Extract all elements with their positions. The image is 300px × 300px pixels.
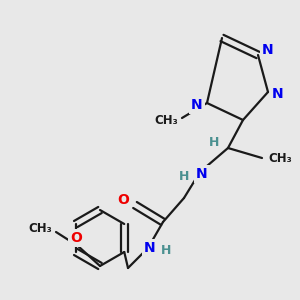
Text: O: O [117, 193, 129, 207]
Text: N: N [262, 43, 274, 57]
Text: N: N [191, 98, 203, 112]
Text: N: N [144, 241, 156, 255]
Text: N: N [272, 87, 284, 101]
Text: N: N [196, 167, 208, 181]
Text: CH₃: CH₃ [268, 152, 292, 164]
Text: H: H [179, 169, 189, 182]
Text: H: H [209, 136, 219, 148]
Text: O: O [70, 231, 82, 245]
Text: CH₃: CH₃ [154, 113, 178, 127]
Text: H: H [161, 244, 171, 257]
Text: CH₃: CH₃ [28, 221, 52, 235]
